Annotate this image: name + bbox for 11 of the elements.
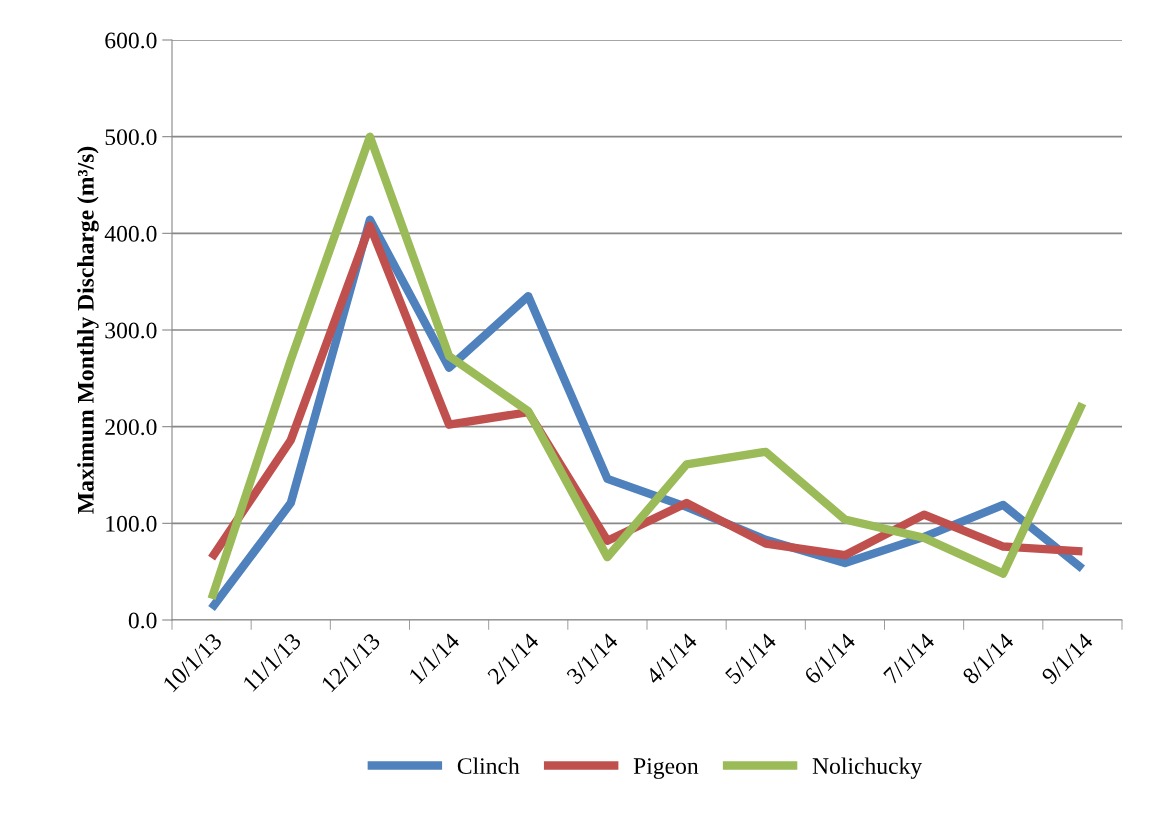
legend-label: Nolichucky <box>812 757 923 779</box>
y-tick-label: 300.0 <box>105 322 157 339</box>
y-tick-label: 100.0 <box>106 515 157 532</box>
legend-label: Clinch <box>457 757 520 775</box>
legend-label: Pigeon <box>633 758 699 779</box>
y-tick-label: 400.0 <box>104 225 157 242</box>
y-tick-label: 600.0 <box>105 32 157 49</box>
y-tick-label: 200.0 <box>105 419 157 436</box>
y-axis-title: Maximum Monthly Discharge (m³/s) <box>77 146 99 514</box>
y-tick-label: 0.0 <box>128 612 157 629</box>
y-tick-label: 500.0 <box>105 129 157 146</box>
